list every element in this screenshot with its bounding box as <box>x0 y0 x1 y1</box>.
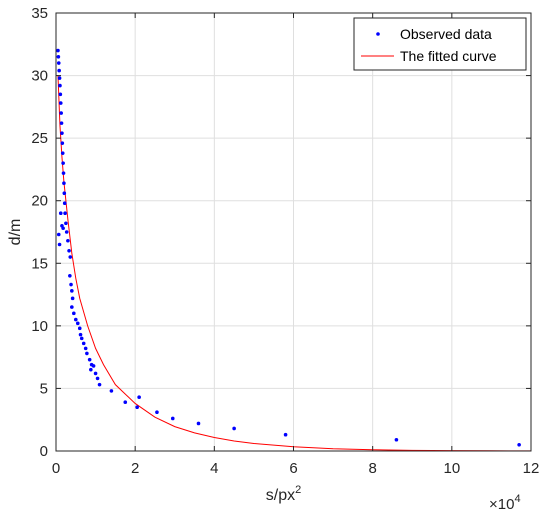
observed-data-point <box>59 111 63 115</box>
x-multiplier: ×104 <box>489 493 521 513</box>
y-tick-label: 0 <box>40 443 48 460</box>
observed-data-point <box>66 238 70 243</box>
observed-data-point <box>73 317 78 322</box>
observed-data-point <box>87 357 92 362</box>
observed-data-point <box>58 83 62 88</box>
observed-data-point <box>60 141 65 145</box>
legend-box <box>353 17 527 71</box>
legend-label-fitted: The fitted curve <box>400 48 497 64</box>
observed-data-point <box>57 68 61 73</box>
observed-data-point <box>123 400 128 404</box>
observed-data-point <box>135 405 139 410</box>
y-tick-label: 20 <box>31 193 48 210</box>
y-tick-label: 15 <box>31 255 48 272</box>
observed-data-point <box>61 226 65 231</box>
observed-data-point <box>95 376 100 381</box>
observed-data-point <box>93 371 98 376</box>
fitted-curve-line <box>57 75 532 452</box>
observed-data-point <box>81 341 86 346</box>
observed-data-point <box>59 121 64 125</box>
y-tick-label: 10 <box>31 318 48 335</box>
observed-data-point <box>64 221 68 226</box>
observed-data-point <box>64 230 69 234</box>
x-multiplier-base: ×10 <box>489 496 514 513</box>
legend-label-observed: Observed data <box>400 26 492 42</box>
x-tick-label: 0 <box>52 460 60 477</box>
grid <box>56 13 531 451</box>
observed-data-point <box>137 395 141 399</box>
observed-data-point <box>232 426 236 431</box>
observed-data-point <box>56 232 61 237</box>
legend-marker-observed <box>376 32 380 36</box>
observed-data-point <box>109 389 114 393</box>
observed-data-point <box>69 282 73 287</box>
observed-data-point <box>57 242 62 247</box>
observed-data-point <box>58 211 63 216</box>
observed-data-point <box>72 311 76 316</box>
observed-data-point <box>77 326 82 331</box>
observed-data-point <box>196 421 201 426</box>
observed-data-point <box>56 55 61 59</box>
y-tick-label: 35 <box>31 5 48 22</box>
observed-data-point <box>57 76 62 80</box>
observed-data-point <box>62 191 67 196</box>
observed-data-point <box>70 296 75 301</box>
x-tick-label: 10 <box>443 460 460 477</box>
observed-data-point <box>70 305 74 309</box>
x-multiplier-exp: 4 <box>514 493 520 505</box>
y-axis-label: d/m <box>7 219 24 246</box>
x-axis-label-base: s/px <box>266 487 295 504</box>
x-tick-label: 2 <box>131 460 139 477</box>
legend: Observed data The fitted curve <box>353 17 527 71</box>
x-tick-label: 4 <box>210 460 218 477</box>
observed-data-point <box>60 151 65 155</box>
observed-data-point <box>70 289 74 293</box>
observed-data-point <box>61 171 66 175</box>
observed-data-point <box>75 321 80 326</box>
observed-data-point <box>62 181 66 185</box>
observed-data-point <box>89 367 93 372</box>
observed-data-point <box>97 382 102 387</box>
observed-data-point <box>78 332 83 337</box>
y-tick-label: 25 <box>31 130 48 147</box>
y-tick-label: 5 <box>40 380 48 397</box>
x-tick-label: 12 <box>523 460 540 477</box>
x-tick-label: 8 <box>368 460 376 477</box>
observed-data-point <box>394 437 399 442</box>
observed-data-point <box>62 201 67 206</box>
observed-data-point <box>68 274 72 278</box>
observed-data-point <box>56 61 61 65</box>
observed-data-point <box>68 255 73 259</box>
observed-data-point <box>517 442 521 447</box>
x-tick-label: 6 <box>289 460 297 477</box>
observed-data-point <box>155 410 159 415</box>
observed-data-point <box>56 48 60 53</box>
observed-data-point <box>91 364 96 368</box>
observed-data-point <box>85 351 89 356</box>
x-axis-label: s/px2 <box>266 484 301 504</box>
series-layer <box>56 48 532 452</box>
observed-data-point <box>83 346 88 351</box>
observed-data-point <box>67 248 71 253</box>
observed-data-point <box>79 336 84 341</box>
observed-data-point <box>283 432 288 437</box>
ticks: 0 2 4 6 8 10 12 0 5 10 15 20 25 30 35 <box>31 5 539 477</box>
observed-data-point <box>170 416 175 421</box>
observed-data-point <box>61 161 65 165</box>
x-axis-label-sup: 2 <box>295 484 301 496</box>
observed-data-point <box>58 92 63 97</box>
observed-data-point <box>58 101 63 105</box>
observed-data-point <box>63 211 67 216</box>
y-tick-label: 30 <box>31 68 48 85</box>
observed-data-point <box>60 131 64 135</box>
